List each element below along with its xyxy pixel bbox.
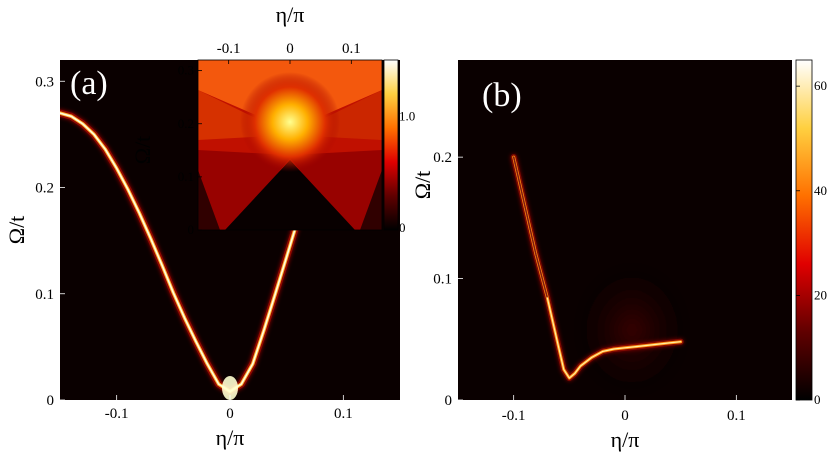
panel-b-colorbar-ticks: 0 20 40 60 [796, 78, 827, 407]
inset-ticks: -0.1 0 0.1 0 0.1 0.2 0.3 [178, 41, 361, 237]
panel-b-xtick-label: 0.1 [727, 408, 746, 424]
inset-colorbar-ticks: 01.0 [399, 109, 415, 235]
inset-xtick-label: 0.1 [342, 41, 361, 57]
panel-b-colorbar-tick-label: 60 [814, 78, 827, 93]
panel-b-ytick-label: 0 [445, 393, 453, 409]
inset-dark-cone [225, 160, 355, 230]
panel-b-haze [572, 260, 692, 400]
inset-colorbar [383, 59, 399, 231]
panel-a-ticks: -0.1 0 0.1 0 0.1 0.2 0.3 [35, 74, 352, 422]
inset-dark-right [360, 170, 382, 230]
panel-a-minimum-glow [222, 376, 238, 400]
panel-a-curve-core [60, 112, 311, 393]
inset-xtick-label: 0 [286, 41, 294, 57]
panel-a-ytick-label: 0.1 [35, 287, 54, 303]
inset-ytick-label: 0.2 [178, 116, 194, 131]
panel-b: -0.1 0 0.1 0 0.1 0.2 (b) η/π Ω/t 0 20 40 60 [410, 59, 827, 452]
inset-dark-left [198, 170, 220, 230]
panel-a-ylabel: Ω/t [4, 216, 29, 245]
panel-b-ylabel: Ω/t [410, 171, 435, 200]
panel-a-ytick-label: 0.3 [35, 74, 54, 90]
panel-a-xtick-label: 0 [226, 406, 234, 422]
inset-colorbar-tick-label: 0 [399, 220, 406, 235]
panel-b-ticks: -0.1 0 0.1 0 0.1 0.2 [433, 150, 745, 424]
panel-b-xlabel: η/π [611, 427, 640, 452]
inset-xtick-label: -0.1 [217, 41, 241, 57]
panel-a-xtick-label: 0.1 [334, 406, 353, 422]
panel-b-label: (b) [482, 77, 522, 114]
panel-b-curve-tail [512, 156, 548, 298]
inset-ytick-label: 0 [188, 222, 195, 237]
panel-b-ytick-label: 0.1 [433, 272, 452, 288]
panel-b-colorbar-tick-label: 40 [814, 183, 827, 198]
panel-b-colorbar-tick-label: 20 [814, 287, 827, 302]
inset-xlabel: η/π [276, 2, 305, 27]
panel-a-xtick-label: -0.1 [105, 406, 129, 422]
inset-ytick-label: 0.1 [178, 169, 194, 184]
panel-a-ytick-label: 0 [47, 393, 55, 409]
panel-b-xtick-label: -0.1 [502, 408, 526, 424]
panel-a-ytick-label: 0.2 [35, 181, 54, 197]
inset: -0.1 0 0.100.10.20.3 η/π Ω/t 01.0 [130, 2, 415, 237]
panel-a-label: (a) [70, 65, 108, 102]
inset-colorbar-tick-label: 1.0 [399, 109, 415, 124]
inset-ytick-label: 0.3 [178, 63, 194, 78]
panel-b-xtick-label: 0 [621, 408, 629, 424]
panel-b-colorbar [795, 59, 813, 401]
inset-peak [240, 72, 340, 172]
panel-a-xlabel: η/π [216, 425, 245, 450]
panel-b-ytick-label: 0.2 [433, 150, 452, 166]
panel-b-colorbar-tick-label: 0 [814, 392, 821, 407]
inset-ylabel: Ω/t [130, 136, 155, 165]
